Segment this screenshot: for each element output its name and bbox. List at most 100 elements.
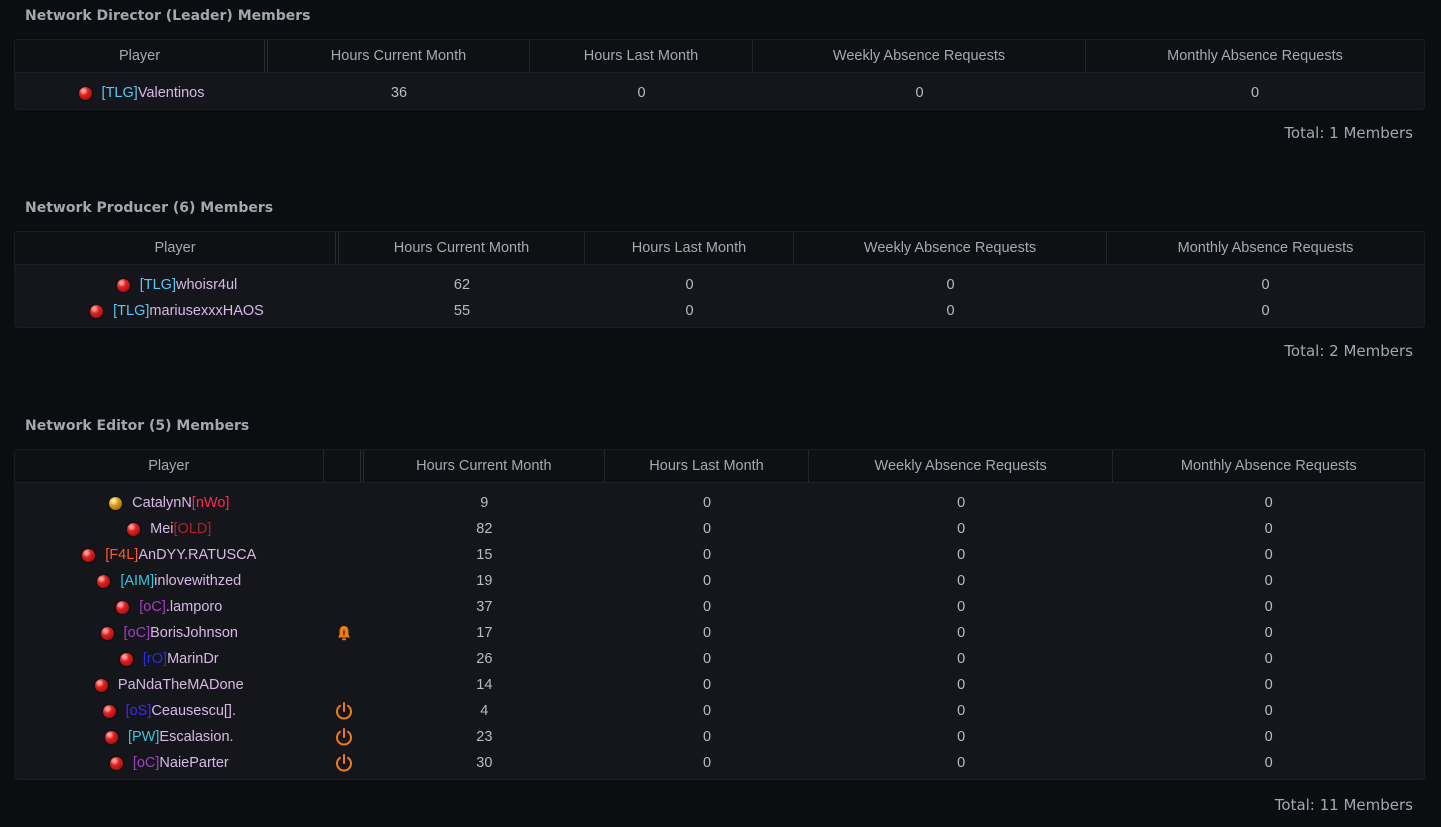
status-dot-icon xyxy=(104,730,118,744)
player-link[interactable]: [TLG]mariusexxxHAOS xyxy=(113,303,264,319)
player-cell: [F4L]AnDYY.RATUSCA xyxy=(15,547,324,563)
player-link[interactable]: [PW]Escalasion. xyxy=(128,729,234,745)
table-header: Player Hours Current Month Hours Last Mo… xyxy=(15,40,1424,73)
hours-current-cell: 37 xyxy=(476,599,493,615)
status-dot-icon xyxy=(102,704,116,718)
col-hours-current[interactable]: Hours Current Month xyxy=(364,450,606,482)
table-row: CatalynN[nWo] 9 0 0 0 xyxy=(15,490,1424,516)
clan-tag: [oC] xyxy=(123,625,151,641)
player-link[interactable]: [oC]BorisJohnson xyxy=(124,625,238,641)
clan-tag: [oC] xyxy=(139,599,166,615)
col-monthly-absence[interactable]: Monthly Absence Requests xyxy=(1180,458,1357,474)
player-link[interactable]: PaNdaTheMADone xyxy=(118,677,244,693)
hours-current-cell: 36 xyxy=(390,85,408,101)
table-header: Player Hours Current Month Hours Last Mo… xyxy=(15,232,1424,265)
status-dot-icon xyxy=(116,278,130,292)
col-monthly-absence[interactable]: Monthly Absence Requests xyxy=(1177,240,1354,256)
monthly-absence-cell: 0 xyxy=(1264,755,1273,771)
col-hours-last[interactable]: Hours Last Month xyxy=(585,232,794,264)
col-weekly-absence[interactable]: Weekly Absence Requests xyxy=(794,232,1107,264)
status-dot-icon xyxy=(82,548,96,562)
hours-last-cell: 0 xyxy=(702,573,712,589)
player-name: MarinDr xyxy=(167,651,219,667)
col-weekly-absence[interactable]: Weekly Absence Requests xyxy=(753,40,1086,72)
weekly-absence-cell: 0 xyxy=(946,303,955,319)
power-icon[interactable] xyxy=(324,753,364,773)
player-link[interactable]: [AIM]inlovewithzed xyxy=(120,573,241,589)
status-dot-icon xyxy=(109,756,123,770)
status-dot-icon xyxy=(100,626,114,640)
hours-last-cell: 0 xyxy=(702,651,712,667)
player-link[interactable]: [oS]Ceausescu[]. xyxy=(126,703,236,719)
status-dot-icon xyxy=(116,600,130,614)
col-weekly-absence[interactable]: Weekly Absence Requests xyxy=(809,450,1114,482)
player-link[interactable]: CatalynN[nWo] xyxy=(132,495,229,511)
col-monthly-absence[interactable]: Monthly Absence Requests xyxy=(1167,48,1343,64)
power-icon[interactable] xyxy=(324,727,364,747)
clan-tag: [TLG] xyxy=(101,85,138,101)
player-cell: [TLG]Valentinos xyxy=(15,85,268,101)
player-name: inlovewithzed xyxy=(154,573,242,589)
alarm-icon[interactable]: ! xyxy=(324,624,364,642)
player-name: mariusexxxHAOS xyxy=(149,303,264,319)
table-producer: Player Hours Current Month Hours Last Mo… xyxy=(14,231,1425,328)
hours-last-cell: 0 xyxy=(685,277,694,293)
player-cell: [TLG]mariusexxxHAOS xyxy=(15,303,339,319)
clan-tag: [nWo] xyxy=(191,495,230,511)
hours-current-cell: 17 xyxy=(476,625,493,641)
col-player[interactable]: Player xyxy=(15,450,324,482)
table-director: Player Hours Current Month Hours Last Mo… xyxy=(14,39,1425,110)
player-name: CatalynN xyxy=(132,495,192,511)
hours-current-cell: 4 xyxy=(480,703,489,719)
col-hours-last[interactable]: Hours Last Month xyxy=(530,40,753,72)
col-hours-current[interactable]: Hours Current Month xyxy=(339,232,585,264)
table-row: PaNdaTheMADone 14 0 0 0 xyxy=(15,672,1424,698)
monthly-absence-cell: 0 xyxy=(1261,277,1270,293)
player-name: Ceausescu[]. xyxy=(151,703,236,719)
player-name: Mei xyxy=(150,521,174,537)
table-header: Player Hours Current Month Hours Last Mo… xyxy=(15,450,1424,483)
player-link[interactable]: [oC]NaieParter xyxy=(133,755,229,771)
power-icon[interactable] xyxy=(324,701,364,721)
svg-text:!: ! xyxy=(342,630,345,638)
col-hours-current[interactable]: Hours Current Month xyxy=(268,40,530,72)
player-link[interactable]: [F4L]AnDYY.RATUSCA xyxy=(105,547,256,563)
player-name: Escalasion. xyxy=(159,729,234,745)
monthly-absence-cell: 0 xyxy=(1264,703,1273,719)
monthly-absence-cell: 0 xyxy=(1261,303,1270,319)
hours-last-cell: 0 xyxy=(702,599,712,615)
player-link[interactable]: Mei[OLD] xyxy=(150,521,211,537)
clan-tag: [oS] xyxy=(125,703,152,719)
status-dot-icon xyxy=(78,86,92,100)
player-cell: [TLG]whoisr4ul xyxy=(15,277,339,293)
player-link[interactable]: [TLG]Valentinos xyxy=(102,85,205,101)
player-name: whoisr4ul xyxy=(176,277,238,293)
hours-last-cell: 0 xyxy=(702,755,712,771)
hours-current-cell: 55 xyxy=(453,303,471,319)
monthly-absence-cell: 0 xyxy=(1264,521,1273,537)
hours-last-cell: 0 xyxy=(702,495,712,511)
col-player[interactable]: Player xyxy=(15,232,339,264)
clan-tag: [oC] xyxy=(132,755,160,771)
player-link[interactable]: [oC].lamporo xyxy=(139,599,222,615)
player-cell: Mei[OLD] xyxy=(15,521,324,537)
player-cell: PaNdaTheMADone xyxy=(15,677,324,693)
player-link[interactable]: [TLG]whoisr4ul xyxy=(140,277,238,293)
monthly-absence-cell: 0 xyxy=(1250,85,1260,101)
player-cell: [rO]MarinDr xyxy=(15,651,324,667)
table-body: [TLG]whoisr4ul 62 0 0 0 [TLG]mariusexxxHAOS 55… xyxy=(15,265,1424,327)
monthly-absence-cell: 0 xyxy=(1264,573,1273,589)
weekly-absence-cell: 0 xyxy=(957,651,966,667)
hours-current-cell: 23 xyxy=(476,729,493,745)
weekly-absence-cell: 0 xyxy=(957,547,966,563)
weekly-absence-cell: 0 xyxy=(957,677,966,693)
hours-current-cell: 26 xyxy=(476,651,493,667)
col-player[interactable]: Player xyxy=(15,40,268,72)
section-title-director: Network Director (Leader) Members xyxy=(25,8,311,24)
status-dot-icon xyxy=(127,522,141,536)
player-link[interactable]: [rO]MarinDr xyxy=(143,651,219,667)
table-row: Mei[OLD] 82 0 0 0 xyxy=(15,516,1424,542)
table-row: [AIM]inlovewithzed 19 0 0 0 xyxy=(15,568,1424,594)
col-hours-last[interactable]: Hours Last Month xyxy=(605,450,809,482)
player-name: NaieParter xyxy=(159,755,229,771)
